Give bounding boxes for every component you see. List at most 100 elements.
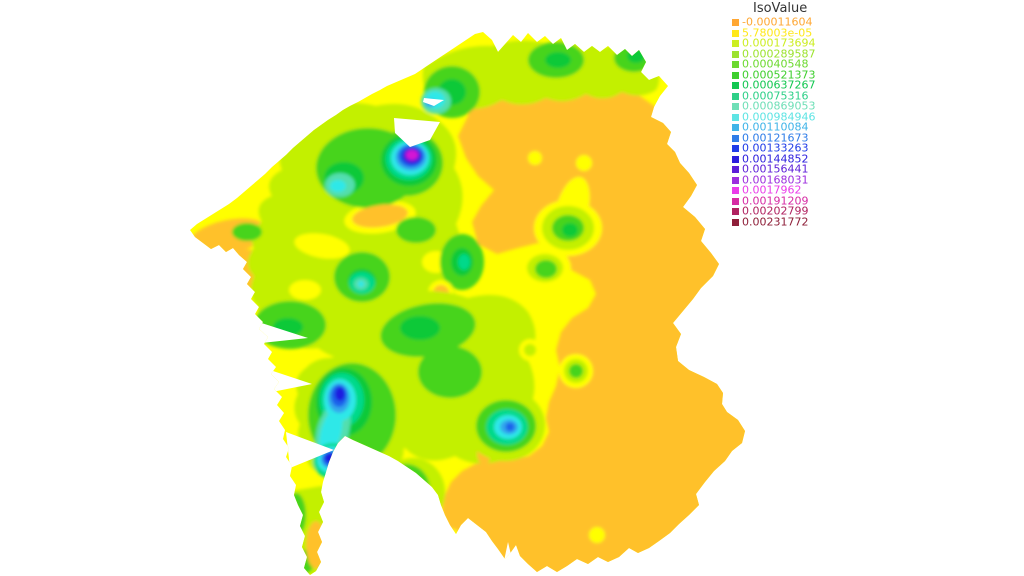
teal-cyan-2 [358, 281, 364, 287]
ria-notch-1 [394, 118, 440, 147]
legend-item: 0.000289587 [732, 46, 892, 60]
blob-green-nw-6 [232, 223, 262, 241]
legend-title: IsoValue [753, 1, 808, 16]
legend-value: 0.00191209 [742, 193, 809, 207]
legend-item: 0.00144852 [732, 151, 892, 165]
dot-yellow-4 [589, 527, 605, 543]
legend-value: 0.00231772 [742, 214, 809, 228]
blob-yellowgreen-east-4 [524, 344, 536, 356]
legend-swatch [732, 40, 739, 47]
legend-swatch [732, 92, 739, 100]
legend-item: 0.000637267 [732, 78, 892, 92]
legend-value: 0.00133263 [742, 141, 809, 155]
ria-notch-5 [286, 432, 334, 468]
dot-yellow-1 [528, 151, 542, 165]
legend-swatch [732, 187, 739, 194]
legend-item: 0.00191209 [732, 193, 892, 207]
legend-swatch [732, 218, 739, 226]
legend-item: 0.00231772 [732, 214, 892, 228]
legend-value: 0.00110084 [742, 120, 809, 134]
legend-value: -0.00011604 [742, 15, 813, 29]
legend-item: 0.00133263 [732, 141, 892, 155]
strip-orange-core [306, 521, 326, 569]
legend: IsoValue -0.00011604 5.78003e-05 0.0001736… [732, 2, 892, 227]
core-spring-nw-4 [458, 254, 470, 270]
legend-swatch [732, 113, 739, 121]
legend-swatch [732, 208, 739, 215]
ria-notch-7 [452, 554, 466, 575]
blob-green-east-3 [569, 364, 583, 378]
tongue-orange-2 [256, 467, 284, 487]
strip-green-1 [286, 493, 306, 537]
legend-value: 0.0017962 [742, 183, 802, 197]
legend-value: 0.000984946 [742, 109, 816, 123]
legend-swatch [732, 71, 739, 79]
legend-swatch [732, 19, 739, 26]
hotspot-c-navy [324, 453, 336, 463]
legend-item: 0.00075316 [732, 88, 892, 102]
legend-value: 0.000869053 [742, 99, 816, 113]
core-brightgreen-north-2 [545, 52, 571, 68]
legend-item: 0.000984946 [732, 109, 892, 123]
legend-swatch [732, 124, 739, 131]
legend-item: 0.00202799 [732, 204, 892, 218]
legend-value: 0.000521373 [742, 67, 816, 81]
legend-swatch [732, 155, 739, 163]
wedge-seafoam-south [389, 478, 405, 496]
legend-item: 0.00040548 [732, 57, 892, 71]
legend-item: 0.000173694 [732, 36, 892, 50]
blob-green-nw-5 [396, 217, 436, 243]
halo-yellow-coast [250, 463, 290, 491]
legend-value: 0.00040548 [742, 57, 809, 71]
legend-value: 0.00202799 [742, 204, 809, 218]
legend-item: 0.00121673 [732, 130, 892, 144]
blob-green-central-2 [418, 346, 482, 398]
legend-swatch [732, 61, 739, 68]
core-brightgreen-central [400, 316, 440, 340]
legend-value: 0.00075316 [742, 88, 809, 102]
legend-value: 5.78003e-05 [742, 25, 813, 39]
legend-item: 0.000869053 [732, 99, 892, 113]
legend-value: 0.00144852 [742, 151, 809, 165]
legend-swatch [732, 29, 739, 37]
core-brightgreen-east-1 [562, 223, 578, 237]
legend-swatch [732, 197, 739, 205]
wedge-brightgreen-south [385, 472, 415, 504]
legend-item: -0.00011604 [732, 15, 892, 29]
dot-yellow-2 [576, 155, 592, 171]
legend-item: 0.00110084 [732, 120, 892, 134]
legend-swatch [732, 103, 739, 110]
legend-value: 0.00156441 [742, 162, 809, 176]
legend-swatch [732, 176, 739, 184]
contour-fills [190, 37, 745, 575]
legend-value: 0.000637267 [742, 78, 816, 92]
hotspot-d-blue [505, 422, 515, 432]
legend-value: 0.000289587 [742, 46, 816, 60]
ria-notch-2 [423, 98, 444, 106]
legend-value: 0.00121673 [742, 130, 809, 144]
teal-cyan-1 [330, 180, 346, 192]
legend-item: 5.78003e-05 [732, 25, 892, 39]
legend-rows: -0.00011604 5.78003e-05 0.000173694 0.00028… [732, 15, 892, 228]
legend-item: 0.0017962 [732, 183, 892, 197]
legend-swatch [732, 145, 739, 152]
hotspot-a-magenta [406, 150, 418, 160]
legend-item: 0.00156441 [732, 162, 892, 176]
hotspot-b-navy [335, 387, 345, 401]
wedge-cyan-south [392, 483, 400, 491]
legend-swatch [732, 134, 739, 142]
legend-swatch [732, 166, 739, 173]
legend-item: 0.00168031 [732, 172, 892, 186]
legend-value: 0.000173694 [742, 36, 816, 50]
core-brightgreen-north-3 [627, 49, 645, 63]
wedge-green-south [382, 464, 430, 516]
legend-swatch [732, 50, 739, 58]
blob-green-east-2 [535, 260, 557, 278]
legend-item: 0.000521373 [732, 67, 892, 81]
legend-value: 0.00168031 [742, 172, 809, 186]
vein-yellow-nw-3 [294, 233, 350, 259]
island-orange-1 [352, 204, 408, 228]
vein-yellow-nw-4 [289, 280, 321, 300]
